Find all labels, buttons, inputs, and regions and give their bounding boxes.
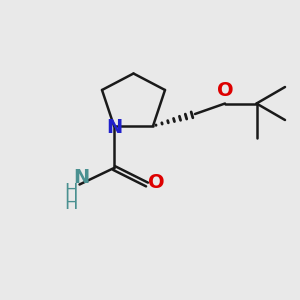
Text: N: N — [73, 168, 89, 188]
Text: O: O — [148, 173, 164, 193]
Text: H: H — [64, 195, 78, 213]
Text: N: N — [106, 118, 122, 137]
Text: O: O — [217, 81, 233, 101]
Text: H: H — [64, 182, 78, 200]
